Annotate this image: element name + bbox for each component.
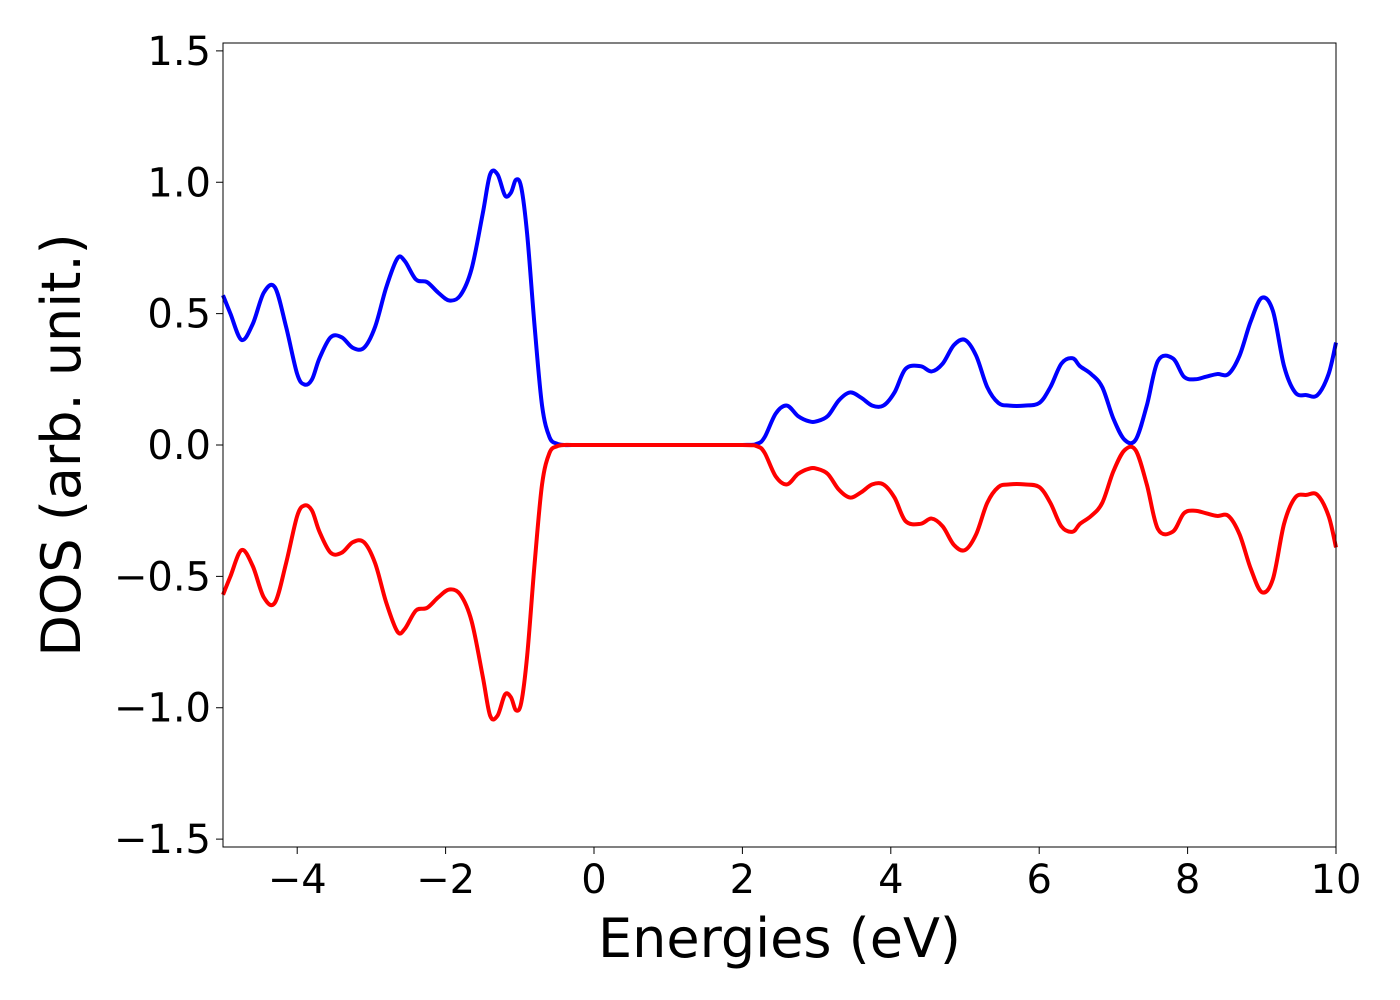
x-tick-label: 2 xyxy=(730,857,755,903)
y-tick-label: −1.5 xyxy=(114,817,211,863)
y-tick-label: −0.5 xyxy=(114,554,211,600)
series-line-1 xyxy=(221,168,1338,448)
x-tick-label: 4 xyxy=(878,857,903,903)
series-layer xyxy=(221,168,1338,722)
x-tick-label: 8 xyxy=(1175,857,1200,903)
y-tick-label: 0.5 xyxy=(147,292,211,338)
y-axis-label: DOS (arb. unit.) xyxy=(30,233,93,656)
x-tick-label: −2 xyxy=(416,857,475,903)
x-axis-ticks: −4 −2 0 2 4 6 8 10 xyxy=(268,847,1362,903)
x-tick-label: 10 xyxy=(1311,857,1362,903)
y-tick-label: 1.0 xyxy=(147,160,211,206)
x-tick-label: 6 xyxy=(1026,857,1051,903)
y-tick-label: 0.0 xyxy=(147,423,211,469)
y-axis-ticks: 1.5 1.0 0.5 0.0 −0.5 −1.0 −1.5 xyxy=(114,29,223,863)
y-tick-label: −1.0 xyxy=(114,686,211,732)
series-line-2 xyxy=(221,442,1338,722)
x-axis-label: Energies (eV) xyxy=(598,907,961,970)
x-tick-label: −4 xyxy=(268,857,327,903)
x-tick-label: 0 xyxy=(581,857,606,903)
y-tick-label: 1.5 xyxy=(147,29,211,75)
